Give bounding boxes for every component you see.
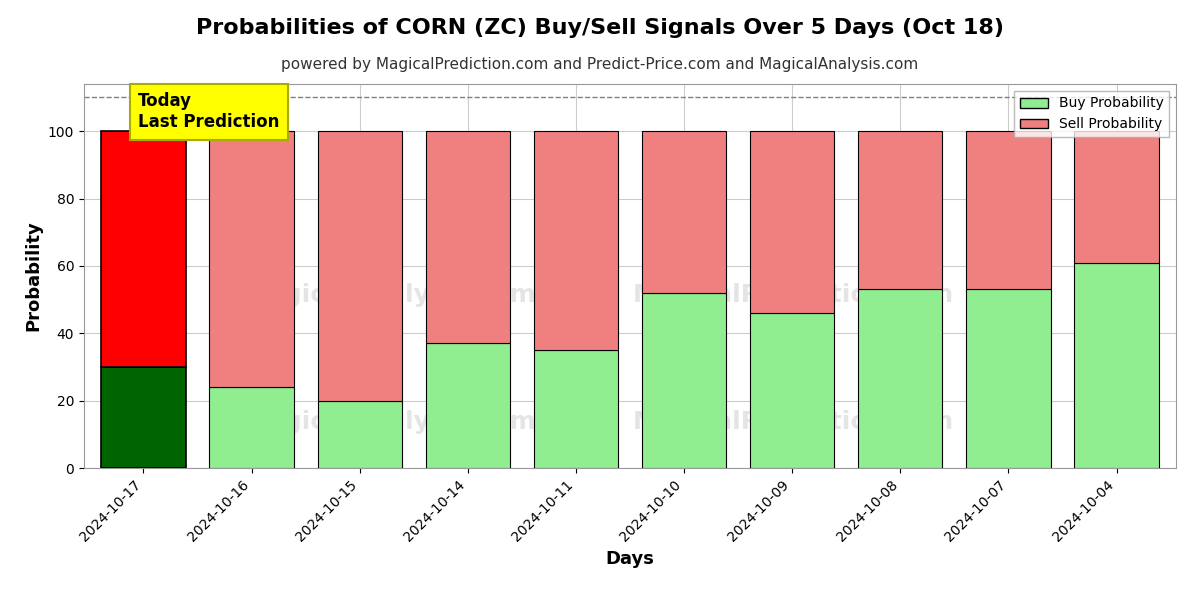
Bar [642, 131, 726, 293]
Y-axis label: Probability: Probability [24, 221, 42, 331]
Text: MagicalAnalysis.com: MagicalAnalysis.com [242, 410, 536, 434]
Legend: Buy Probability, Sell Probability: Buy Probability, Sell Probability [1014, 91, 1169, 137]
Text: MagicalPrediction.com: MagicalPrediction.com [634, 410, 954, 434]
Bar [426, 131, 510, 343]
Bar [101, 367, 186, 468]
Text: Today
Last Prediction: Today Last Prediction [138, 92, 280, 131]
Bar [1074, 131, 1159, 263]
Bar [750, 131, 834, 313]
Bar [858, 131, 942, 289]
Text: Probabilities of CORN (ZC) Buy/Sell Signals Over 5 Days (Oct 18): Probabilities of CORN (ZC) Buy/Sell Sign… [196, 18, 1004, 38]
Bar [101, 131, 186, 367]
X-axis label: Days: Days [606, 550, 654, 568]
Bar [642, 293, 726, 468]
Bar [750, 313, 834, 468]
Bar [210, 387, 294, 468]
Bar [858, 289, 942, 468]
Bar [966, 289, 1050, 468]
Bar [966, 131, 1050, 289]
Bar [1074, 263, 1159, 468]
Bar [534, 131, 618, 350]
Bar [318, 131, 402, 401]
Text: powered by MagicalPrediction.com and Predict-Price.com and MagicalAnalysis.com: powered by MagicalPrediction.com and Pre… [281, 57, 919, 72]
Bar [426, 343, 510, 468]
Bar [318, 401, 402, 468]
Bar [534, 350, 618, 468]
Bar [210, 131, 294, 387]
Text: MagicalAnalysis.com: MagicalAnalysis.com [242, 283, 536, 307]
Text: MagicalPrediction.com: MagicalPrediction.com [634, 283, 954, 307]
